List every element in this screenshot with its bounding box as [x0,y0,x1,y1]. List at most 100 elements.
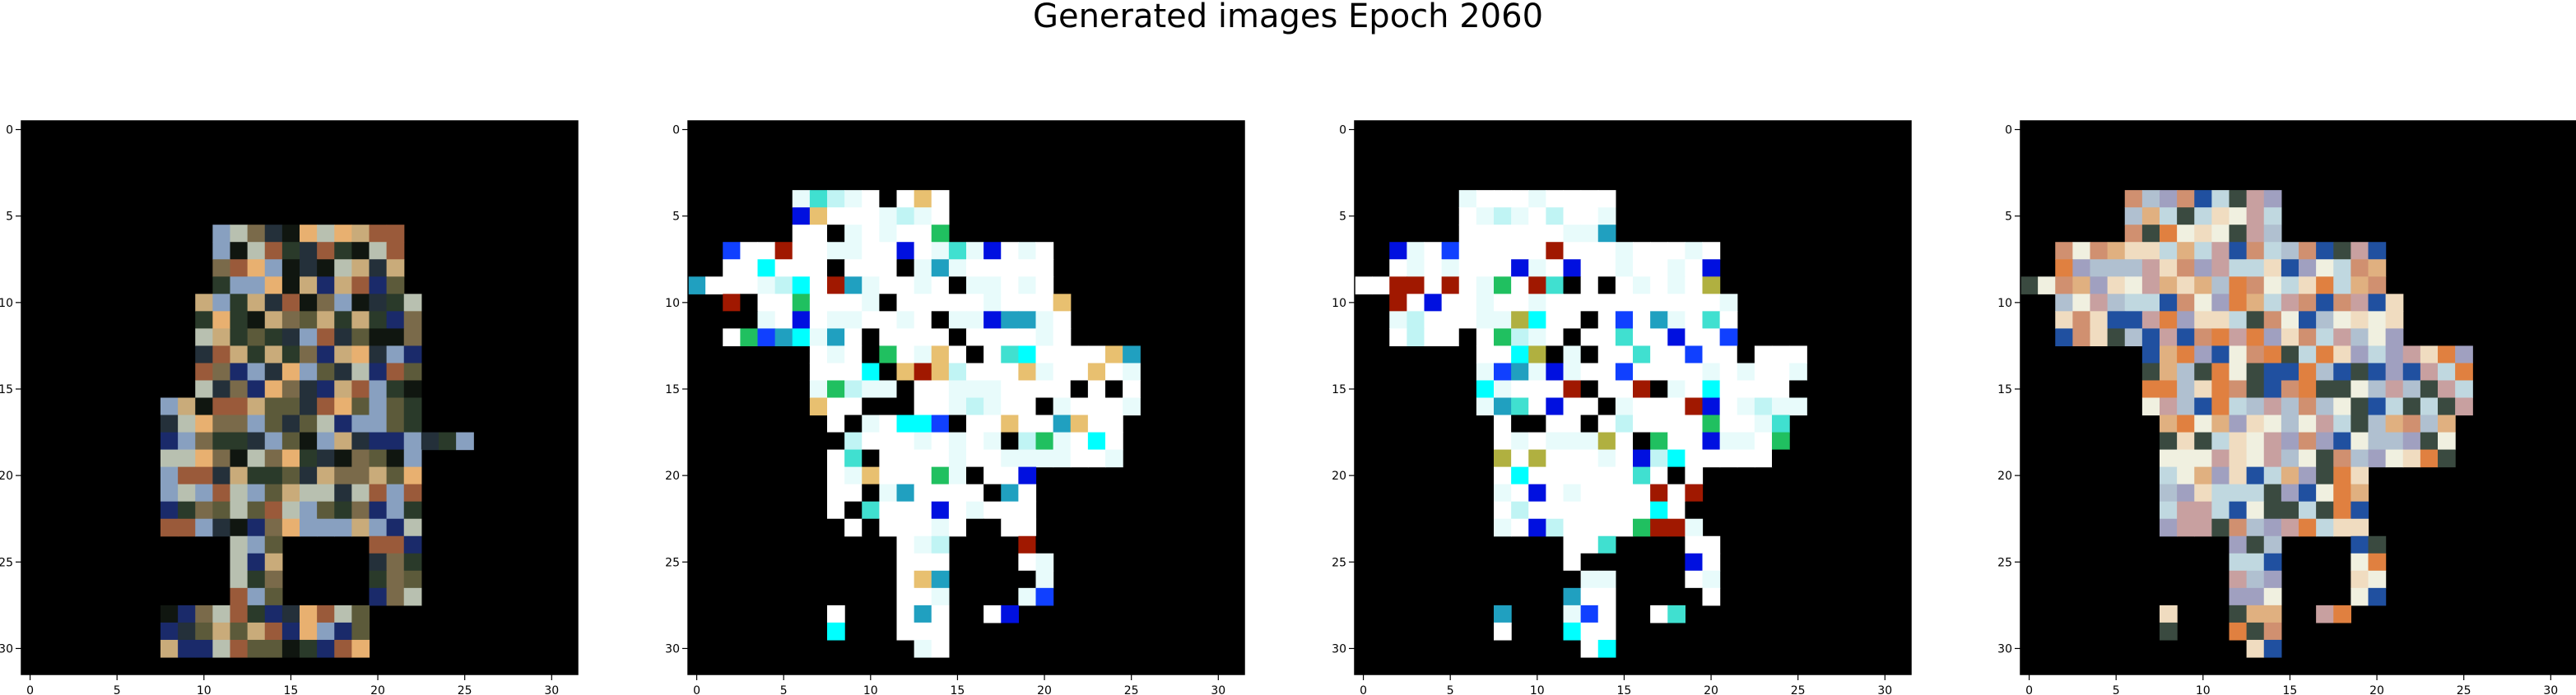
pixel-cell [160,432,179,451]
x-tick-label: 10 [1530,684,1545,695]
pixel-cell [2316,345,2334,364]
pixel-cell [300,225,318,243]
pixel-cell [403,570,422,589]
pixel-cell [281,466,300,485]
pixel-cell [1035,311,1054,329]
pixel-cell [2194,363,2212,382]
pixel-cell [1615,345,1634,364]
pixel-cell [931,605,950,623]
pixel-cell [809,380,828,399]
pixel-cell [2263,449,2282,468]
pixel-cell [2194,380,2212,399]
pixel-cell [792,259,811,277]
pixel-cell [740,259,759,277]
y-tick-label: 10 [0,297,13,310]
pixel-cell [386,380,405,399]
pixel-cell [2072,242,2091,260]
pixel-cell [879,294,898,312]
pixel-cell [1667,466,1686,485]
pixel-cell [1035,363,1054,382]
pixel-cell [230,639,249,658]
pixel-cell [1719,415,1738,433]
pixel-cell [844,259,863,277]
pixel-cell [230,311,249,329]
pixel-cell [1511,363,1529,382]
pixel-cell [247,501,266,520]
pixel-cell [230,484,249,503]
pixel-cell [1528,397,1546,416]
pixel-cell [983,242,1002,260]
pixel-cell [300,484,318,503]
pixel-cell [300,311,318,329]
pixel-cell [896,276,915,294]
pixel-cell [1563,535,1582,554]
pixel-cell [931,207,950,225]
pixel-cell [827,518,845,537]
pixel-cell [1667,501,1686,520]
pixel-cell [1667,345,1686,364]
pixel-cell [2350,276,2369,294]
pixel-cell [212,518,231,537]
pixel-cell [2333,363,2351,382]
pixel-cell [386,345,405,364]
pixel-cell [2263,276,2282,294]
pixel-cell [2177,415,2195,433]
pixel-cell [1441,328,1460,347]
pixel-cell [2090,276,2109,294]
pixel-cell [178,466,196,485]
pixel-cell [1650,415,1668,433]
pixel-cell [2055,276,2073,294]
pixel-cell [386,294,405,312]
pixel-cell [2281,415,2299,433]
pixel-cell [2211,345,2230,364]
pixel-cell [2124,225,2143,243]
pixel-cell [2229,397,2248,416]
pixel-cell [2246,535,2265,554]
pixel-cell [317,432,335,451]
pixel-cell [2141,345,2160,364]
pixel-cell [1580,294,1599,312]
pixel-cell [1546,190,1565,208]
pixel-cell [2107,276,2126,294]
pixel-cell [1633,345,1651,364]
pixel-cell [2368,294,2387,312]
pixel-cell [2420,397,2439,416]
pixel-cell [2368,242,2387,260]
x-tick-label: 30 [544,684,559,695]
pixel-cell [2020,276,2039,294]
pixel-cell [2455,345,2473,364]
pixel-cell [2350,311,2369,329]
pixel-cell [1563,587,1582,606]
pixel-cell [247,259,266,277]
pixel-cell [300,242,318,260]
pixel-cell [1105,363,1123,382]
pixel-cell [774,294,793,312]
pixel-cell [1597,449,1616,468]
pixel-cell [1667,363,1686,382]
pixel-cell [914,587,932,606]
pixel-cell [1018,501,1037,520]
pixel-cell [1001,276,1019,294]
pixel-cell [1546,432,1565,451]
pixel-cell [1476,311,1495,329]
y-tick-label: 15 [1997,383,2012,396]
pixel-cell [1772,363,1790,382]
pixel-cell [1719,294,1738,312]
pixel-cell [178,639,196,658]
pixel-cell [2420,415,2439,433]
x-tick-label: 20 [1037,684,1052,695]
pixel-cell [264,501,283,520]
pixel-cell [1001,345,1019,364]
pixel-cell [2333,605,2351,623]
pixel-cell [1528,225,1546,243]
pixel-cell [195,345,213,364]
pixel-cell [827,622,845,641]
pixel-cell [1597,311,1616,329]
pixel-cell [2281,484,2299,503]
pixel-cell [2316,311,2334,329]
pixel-cell [1511,190,1529,208]
pixel-cell [2177,484,2195,503]
pixel-cell [1372,276,1390,294]
pixel-cell [931,363,950,382]
pixel-cell [723,276,741,294]
